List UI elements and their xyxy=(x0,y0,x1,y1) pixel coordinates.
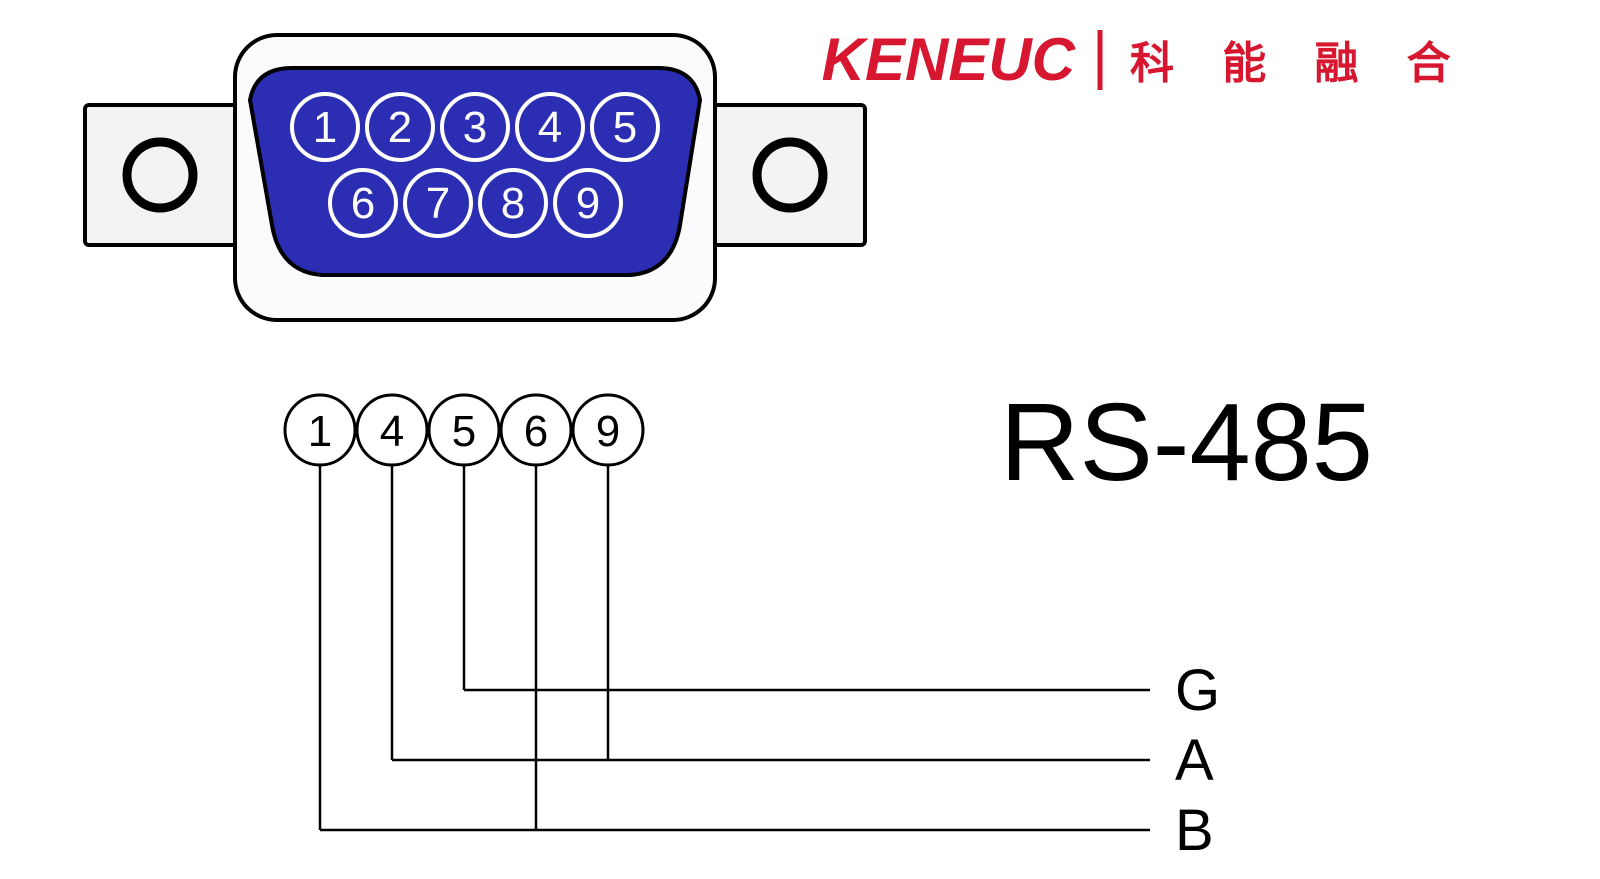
signal-label-G: G xyxy=(1175,658,1220,723)
pin-7-label: 7 xyxy=(426,179,450,228)
logo-cjk: 科 能 融 合 xyxy=(1130,39,1469,88)
pin-4-label: 4 xyxy=(538,103,562,152)
pin-2-label: 2 xyxy=(388,103,412,152)
signal-label-B: B xyxy=(1175,798,1214,863)
brand-logo: KENEUC 科 能 融 合 xyxy=(822,26,1469,93)
protocol-title: RS-485 xyxy=(1000,381,1373,504)
rs485-pinout-diagram: KENEUC 科 能 融 合 RS-485 12345 6789 14569 G… xyxy=(0,0,1600,879)
pin-6-label: 6 xyxy=(351,179,375,228)
breakout-pin-1-label: 1 xyxy=(308,407,332,456)
pin-3-label: 3 xyxy=(463,103,487,152)
breakout-pin-6-label: 6 xyxy=(524,407,548,456)
signal-label-A: A xyxy=(1175,728,1214,793)
logo-latin: KENEUC xyxy=(822,26,1077,93)
breakout-pin-5-label: 5 xyxy=(452,407,476,456)
pin-8-label: 8 xyxy=(501,179,525,228)
breakout-pin-9-label: 9 xyxy=(596,407,620,456)
connector-insert xyxy=(250,68,700,275)
signal-labels: GAB xyxy=(1175,658,1220,863)
breakout-pin-4-label: 4 xyxy=(380,407,404,456)
db9-connector: 1 2 3 4 5 6 7 8 9 xyxy=(85,35,865,320)
pin-5-label: 5 xyxy=(613,103,637,152)
pin-9-label: 9 xyxy=(576,179,600,228)
pin-1-label: 1 xyxy=(313,103,337,152)
